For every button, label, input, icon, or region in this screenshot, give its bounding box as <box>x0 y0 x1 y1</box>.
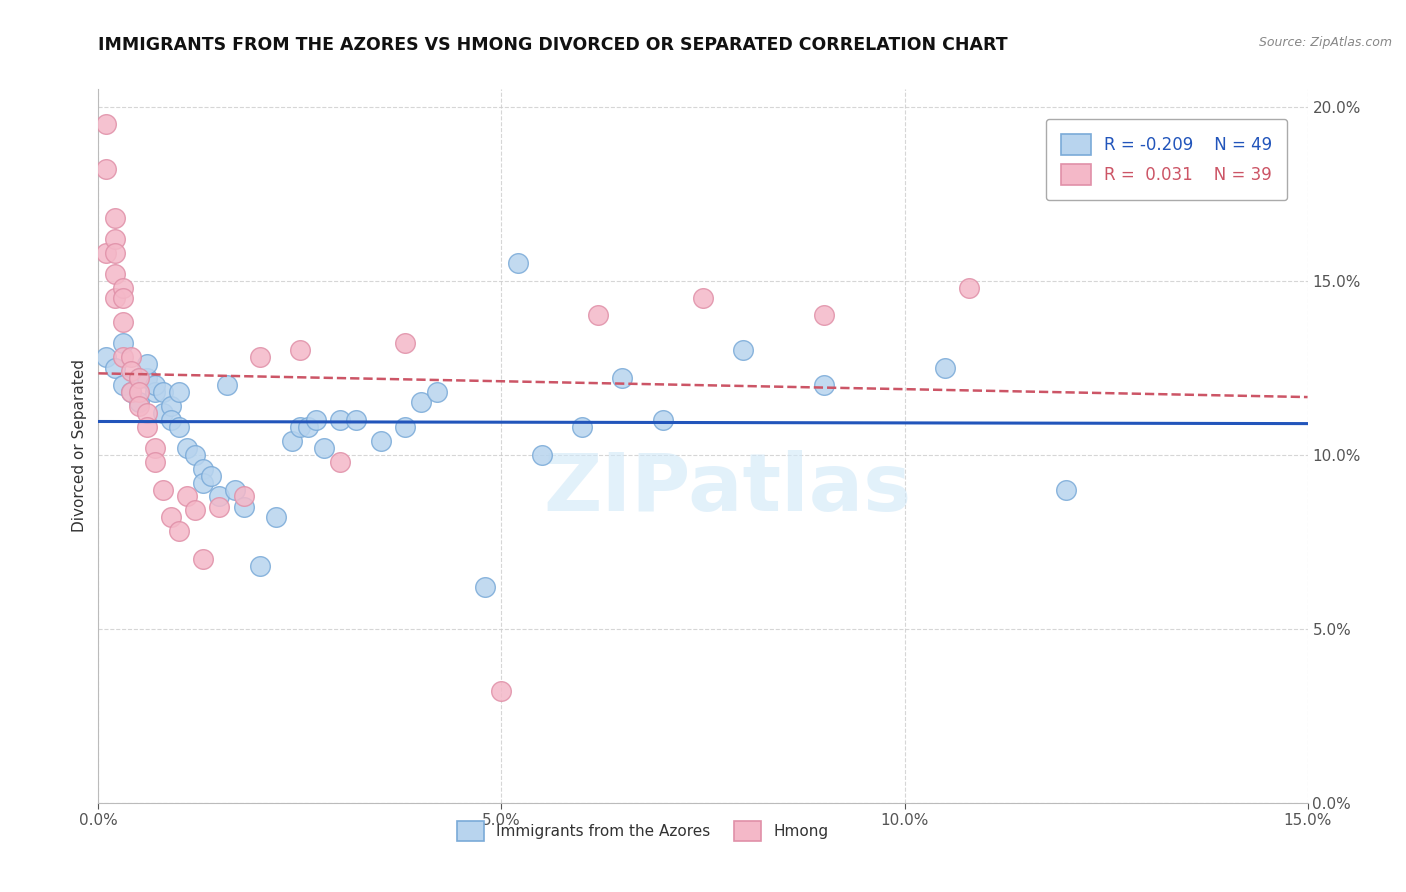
Point <box>160 413 183 427</box>
Point <box>135 357 157 371</box>
Point <box>208 490 231 504</box>
Point <box>96 350 118 364</box>
Legend: Immigrants from the Azores, Hmong: Immigrants from the Azores, Hmong <box>449 814 837 848</box>
Point <box>491 684 513 698</box>
Point <box>193 475 215 490</box>
Point <box>409 395 432 409</box>
Point <box>344 413 367 427</box>
Point <box>184 503 207 517</box>
Point <box>128 371 150 385</box>
Point <box>957 280 980 294</box>
Point <box>135 420 157 434</box>
Point <box>506 256 529 270</box>
Point <box>167 524 190 539</box>
Point <box>143 378 166 392</box>
Point <box>692 291 714 305</box>
Text: Source: ZipAtlas.com: Source: ZipAtlas.com <box>1258 36 1392 49</box>
Point <box>1054 483 1077 497</box>
Point <box>232 490 254 504</box>
Point <box>167 420 190 434</box>
Point <box>571 420 593 434</box>
Point <box>128 385 150 400</box>
Point <box>152 385 174 400</box>
Point <box>297 420 319 434</box>
Point <box>370 434 392 448</box>
Point <box>128 371 150 385</box>
Point <box>96 162 118 177</box>
Point <box>143 441 166 455</box>
Point <box>530 448 553 462</box>
Point <box>103 232 125 246</box>
Point <box>934 360 956 375</box>
Point <box>120 385 142 400</box>
Point <box>586 309 609 323</box>
Point <box>329 413 352 427</box>
Point <box>426 385 449 400</box>
Point <box>167 385 190 400</box>
Text: IMMIGRANTS FROM THE AZORES VS HMONG DIVORCED OR SEPARATED CORRELATION CHART: IMMIGRANTS FROM THE AZORES VS HMONG DIVO… <box>98 36 1008 54</box>
Point <box>329 455 352 469</box>
Point <box>120 364 142 378</box>
Point <box>176 490 198 504</box>
Point <box>152 483 174 497</box>
Point <box>733 343 755 358</box>
Point <box>111 280 134 294</box>
Point <box>128 399 150 413</box>
Point <box>96 117 118 131</box>
Point <box>120 385 142 400</box>
Point <box>111 291 134 305</box>
Point <box>135 371 157 385</box>
Point <box>152 406 174 420</box>
Point <box>314 441 336 455</box>
Point <box>217 378 239 392</box>
Point <box>394 420 416 434</box>
Point <box>120 350 142 364</box>
Point <box>103 211 125 225</box>
Point <box>96 245 118 260</box>
Point <box>143 455 166 469</box>
Point <box>103 245 125 260</box>
Point <box>264 510 287 524</box>
Point <box>394 336 416 351</box>
Point <box>813 378 835 392</box>
Point <box>111 336 134 351</box>
Point <box>224 483 246 497</box>
Point <box>111 378 134 392</box>
Point <box>111 315 134 329</box>
Point <box>612 371 634 385</box>
Text: ZIPatlas: ZIPatlas <box>543 450 911 528</box>
Point <box>103 291 125 305</box>
Point <box>288 420 311 434</box>
Point <box>651 413 673 427</box>
Point <box>128 395 150 409</box>
Point <box>232 500 254 514</box>
Point <box>176 441 198 455</box>
Y-axis label: Divorced or Separated: Divorced or Separated <box>72 359 87 533</box>
Point <box>305 413 328 427</box>
Point <box>249 559 271 574</box>
Point <box>193 552 215 566</box>
Point <box>184 448 207 462</box>
Point <box>474 580 496 594</box>
Point <box>103 360 125 375</box>
Point <box>143 385 166 400</box>
Point <box>249 350 271 364</box>
Point <box>813 309 835 323</box>
Point <box>135 406 157 420</box>
Point <box>160 510 183 524</box>
Point <box>288 343 311 358</box>
Point <box>103 267 125 281</box>
Point <box>200 468 222 483</box>
Point <box>281 434 304 448</box>
Point <box>208 500 231 514</box>
Point <box>193 461 215 475</box>
Point <box>160 399 183 413</box>
Point <box>111 350 134 364</box>
